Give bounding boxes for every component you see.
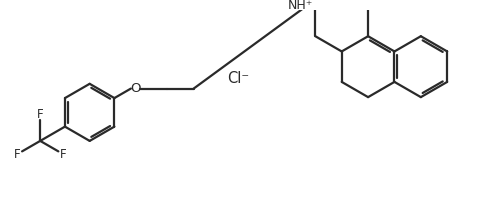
Text: F: F bbox=[60, 148, 66, 161]
Text: F: F bbox=[14, 148, 21, 161]
Text: F: F bbox=[37, 108, 44, 121]
Text: NH⁺: NH⁺ bbox=[288, 0, 313, 12]
Text: Cl⁻: Cl⁻ bbox=[227, 71, 249, 86]
Text: O: O bbox=[130, 82, 141, 95]
